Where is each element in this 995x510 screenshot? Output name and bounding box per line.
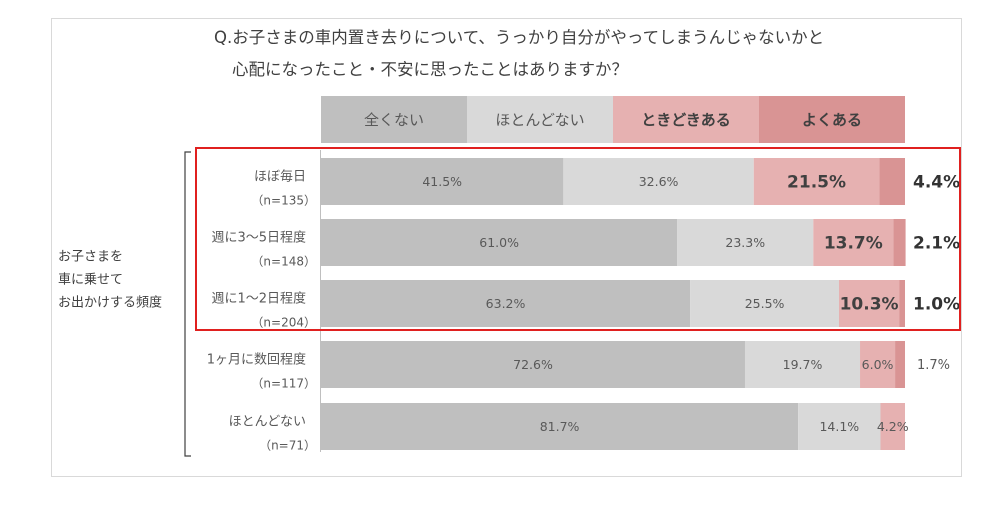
group-label-line-3: お出かけする頻度: [58, 295, 162, 311]
data-label: 4.2%: [877, 419, 909, 434]
bar-segment: [321, 158, 564, 205]
data-label: 14.1%: [819, 419, 859, 434]
legend-label-1: 全くない: [364, 111, 424, 129]
category-n-label: （n=135）: [251, 194, 316, 208]
data-label: 23.3%: [725, 235, 765, 250]
legend-box-2: [467, 96, 613, 143]
data-label: 1.7%: [917, 358, 950, 373]
category-label: ほぼ毎日: [254, 169, 306, 185]
group-bracket: [184, 151, 191, 457]
data-label: 19.7%: [783, 357, 823, 372]
data-label: 81.7%: [540, 419, 580, 434]
bar-segment: [753, 158, 880, 205]
data-label: 32.6%: [639, 174, 679, 189]
chart-title-line-2: 心配になったこと・不安に思ったことはありますか？: [232, 60, 628, 79]
bar-segment: [677, 219, 814, 266]
category-n-label: （n=117）: [251, 377, 316, 391]
category-label: 週に3～5日程度: [211, 230, 306, 246]
legend-label-2: ほとんどない: [495, 111, 584, 129]
data-label: 4.4%: [913, 173, 960, 193]
category-n-label: （n=204）: [251, 316, 316, 330]
category-n-label: （n=148）: [251, 255, 316, 269]
data-label: 2.1%: [913, 234, 960, 254]
bar-segment: [899, 280, 905, 327]
data-label: 6.0%: [862, 357, 894, 372]
chart-frame: [51, 18, 962, 477]
bar-segment: [860, 341, 896, 388]
bar-segment: [879, 158, 905, 205]
data-label: 13.7%: [824, 234, 883, 254]
data-label: 61.0%: [479, 235, 519, 250]
category-n-label: （n=71）: [259, 439, 316, 453]
bar-segment: [321, 403, 799, 450]
bar-segment: [880, 403, 905, 450]
bar-segment: [321, 341, 745, 388]
bar-segment: [690, 280, 840, 327]
bar-segment: [813, 219, 894, 266]
group-label-line-2: 車に乗せて: [58, 273, 123, 288]
category-label: 1ヶ月に数回程度: [207, 352, 306, 368]
bar-segment: [839, 280, 900, 327]
group-label-line-1: お子さまを: [58, 250, 123, 265]
legend-box-4: [759, 96, 905, 143]
chart-title-line-1: Q.お子さまの車内置き去りについて、うっかり自分がやってしまうんじゃないかと: [214, 28, 825, 47]
bar-segment: [895, 341, 905, 388]
data-label: 21.5%: [787, 173, 846, 193]
data-label: 1.0%: [913, 295, 960, 315]
legend-label-4: よくある: [802, 111, 862, 129]
data-label: 63.2%: [486, 296, 526, 311]
category-label: ほとんどない: [229, 415, 306, 430]
bar-segment: [893, 219, 906, 266]
bar-segment: [798, 403, 881, 450]
bar-segment: [563, 158, 754, 205]
data-label: 41.5%: [422, 174, 462, 189]
legend-box-1: [321, 96, 467, 143]
legend-label-3: ときどきある: [641, 111, 731, 129]
bar-segment: [744, 341, 861, 388]
bar-segment: [321, 219, 678, 266]
legend-box-3: [613, 96, 759, 143]
category-label: 週に1～2日程度: [211, 291, 306, 307]
data-label: 25.5%: [745, 296, 785, 311]
data-label: 10.3%: [840, 295, 899, 315]
highlight-box: [195, 147, 961, 331]
bar-segment: [321, 280, 691, 327]
data-label: 72.6%: [513, 357, 553, 372]
